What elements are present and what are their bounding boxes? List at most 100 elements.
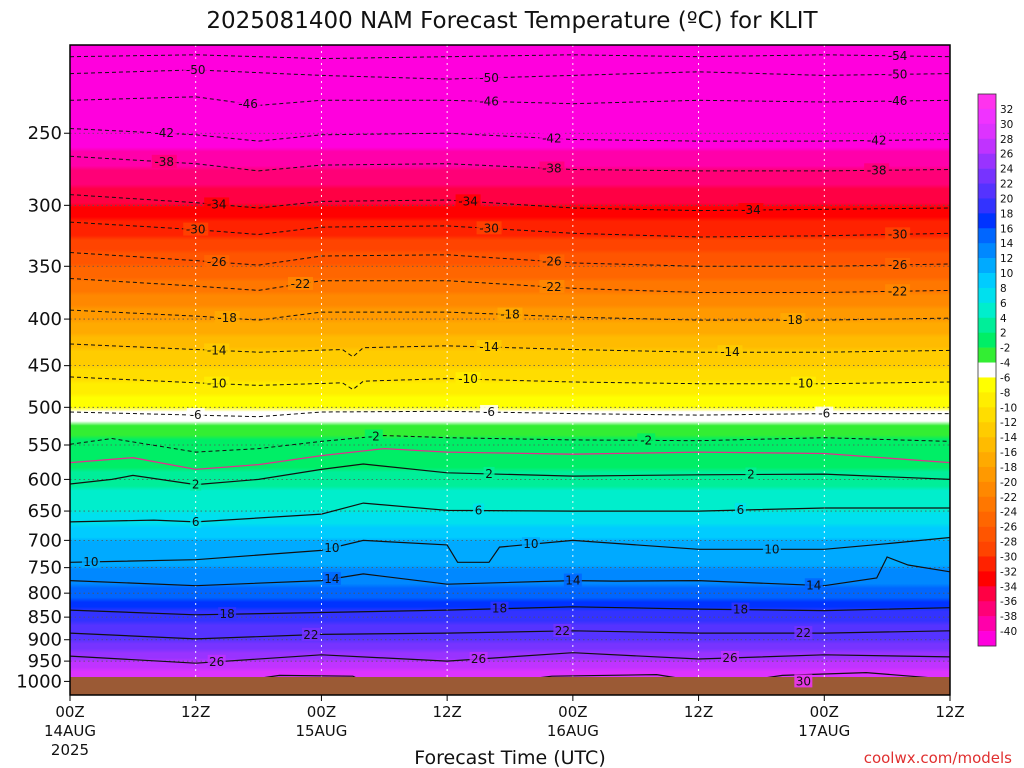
contour-label: -10 xyxy=(207,377,227,391)
contour-label: 22 xyxy=(796,626,811,640)
y-tick-label: 450 xyxy=(28,356,62,377)
contour-label-bg xyxy=(885,284,911,298)
contour-label: -30 xyxy=(186,223,206,237)
contour-label: -6 xyxy=(483,405,495,419)
credit-text: coolwx.com/models xyxy=(864,749,1012,767)
contour-label-bg xyxy=(190,477,202,491)
contour-label: 14 xyxy=(806,578,821,592)
colorbar-cell xyxy=(978,198,996,214)
contour-label: -50 xyxy=(479,71,499,85)
contour-label-bg xyxy=(885,227,911,241)
contour-label-bg xyxy=(483,466,495,480)
contour-label-bg xyxy=(734,503,746,517)
colorbar-cell xyxy=(978,123,996,140)
colorbar-cell xyxy=(978,526,996,542)
contour-label: 10 xyxy=(324,541,339,555)
contour-label-bg xyxy=(183,62,209,76)
contour-label-bg xyxy=(539,161,565,175)
contour-label-bg xyxy=(721,650,739,664)
contour-line xyxy=(70,434,950,453)
colorbar-cell xyxy=(978,422,996,438)
colorbar-label: 6 xyxy=(1000,298,1007,310)
contour-label: -22 xyxy=(888,284,908,298)
y-tick-label: 350 xyxy=(28,256,62,277)
contour-label-bg xyxy=(780,313,806,327)
contour-line xyxy=(70,536,950,563)
contour-label-bg xyxy=(364,429,383,443)
contour-label: 18 xyxy=(220,607,235,621)
contour-label: -34 xyxy=(458,194,478,208)
contour-label-bg xyxy=(864,133,890,147)
contour-label: 2 xyxy=(192,478,200,492)
colorbar-cell xyxy=(978,571,996,587)
colorbar-cell xyxy=(978,407,996,423)
colorbar-label: -16 xyxy=(1000,447,1017,459)
contour-label: 22 xyxy=(555,624,570,638)
colorbar-cell xyxy=(978,168,996,184)
y-tick-label: 900 xyxy=(28,630,62,651)
contour-label: -46 xyxy=(888,94,908,108)
contour-label-bg xyxy=(815,406,834,420)
contour-label-bg xyxy=(151,126,177,140)
colorbar-label: -26 xyxy=(1000,522,1017,534)
colorbar-label: 2 xyxy=(1000,328,1007,340)
contour-labels: -54 -50 -50 -50 -46 -46 -46 -42 -42 -42 -38 -38 -38 -… xyxy=(81,48,911,688)
contour-line xyxy=(70,463,950,486)
x-tick-label: 00Z xyxy=(558,703,587,721)
contour-label: 10 xyxy=(523,537,538,551)
contour-label: -34 xyxy=(207,197,227,211)
contour-label: -10 xyxy=(458,372,478,386)
contour-label: -46 xyxy=(238,97,258,111)
contour-label-bg xyxy=(476,221,502,235)
contour-label-bg xyxy=(539,280,565,294)
contour-label: 10 xyxy=(83,555,98,569)
colorbar-label: 22 xyxy=(1000,179,1013,191)
colorbar-cell xyxy=(978,466,996,483)
contour-label: -2 xyxy=(368,430,380,444)
contour-label-bg xyxy=(476,94,502,108)
contour-label: -42 xyxy=(154,126,174,140)
x-tick-label: 12Z xyxy=(935,703,964,721)
contour-line xyxy=(70,556,950,587)
contour-label-bg xyxy=(287,276,313,290)
contour-label: -18 xyxy=(783,313,803,327)
y-tick-label: 850 xyxy=(28,607,62,628)
contour-label-bg xyxy=(469,652,488,666)
contour-line xyxy=(70,278,950,293)
colorbar-label: -34 xyxy=(1000,581,1017,593)
contour-label-bg xyxy=(490,601,509,615)
contour-label-bg xyxy=(762,542,781,556)
contour-line xyxy=(70,606,950,616)
contour-label-bg xyxy=(790,376,816,390)
contour-label: 6 xyxy=(737,503,745,517)
colorbar-label: -2 xyxy=(1000,343,1010,355)
colorbar-cell xyxy=(978,94,996,110)
contour-label: 26 xyxy=(209,655,224,669)
colorbar-label: -18 xyxy=(1000,462,1017,474)
colorbar-cell xyxy=(978,213,996,229)
contour-label-bg xyxy=(521,537,540,551)
contour-label: 2 xyxy=(747,467,755,481)
contour-label-bg xyxy=(539,131,565,145)
contour-label: 2 xyxy=(485,467,493,481)
contour-label: 22 xyxy=(303,628,318,642)
colorbar-label: 12 xyxy=(1000,253,1013,265)
colorbar-cell xyxy=(978,511,996,527)
colorbar-cell xyxy=(978,601,996,617)
contour-label-bg xyxy=(794,626,813,640)
x-date-label: 16AUG xyxy=(547,722,599,740)
colorbar-cell xyxy=(978,481,996,498)
colorbar-label: -24 xyxy=(1000,507,1017,519)
colorbar-cell xyxy=(978,362,996,378)
y-tick-label: 800 xyxy=(28,583,62,604)
y-tick-label: 650 xyxy=(28,501,62,522)
contour-label: -42 xyxy=(542,131,562,145)
contour-label-bg xyxy=(204,197,230,211)
x-tick-label: 00Z xyxy=(810,703,839,721)
y-tick-label: 500 xyxy=(28,397,62,418)
x-date-label: 17AUG xyxy=(798,722,850,740)
chart-title: 2025081400 NAM Forecast Temperature (ºC)… xyxy=(206,8,818,34)
y-tick-label: 950 xyxy=(28,651,62,672)
colorbar-label: 8 xyxy=(1000,283,1007,295)
contour-line xyxy=(70,447,950,471)
